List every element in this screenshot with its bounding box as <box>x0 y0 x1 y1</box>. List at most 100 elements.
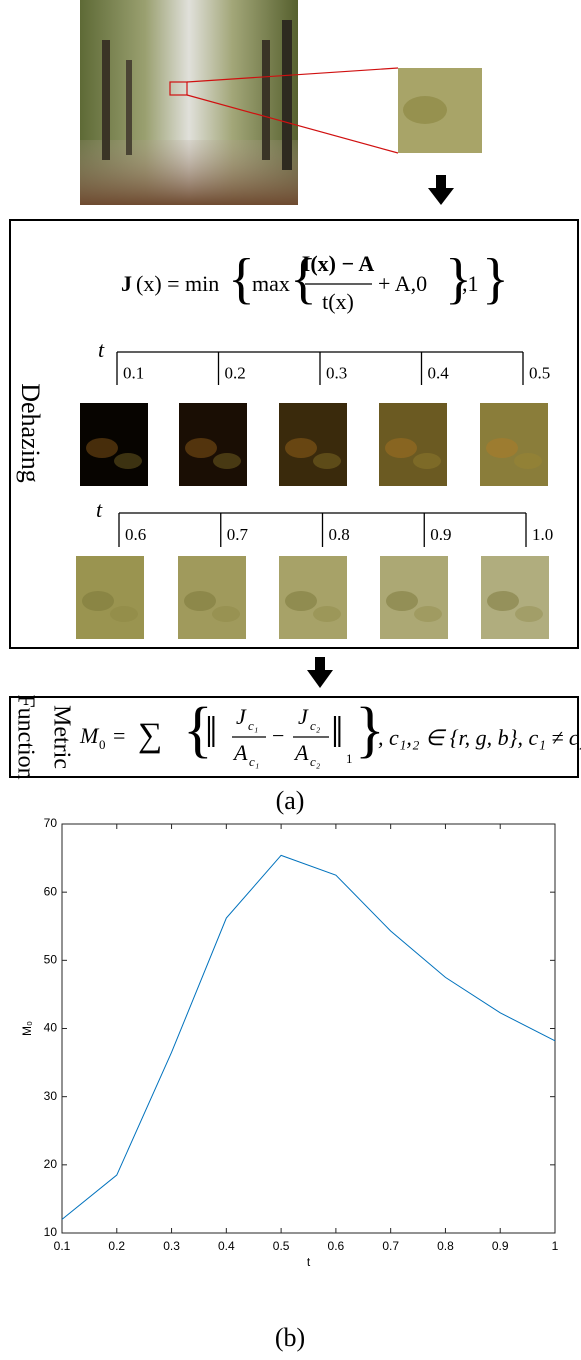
formula-part: c₂ <box>310 718 321 733</box>
thumbnail-texture <box>185 438 217 458</box>
thumbnail-bg <box>279 403 347 486</box>
metric-box <box>9 696 579 778</box>
thumbnail-texture <box>114 453 142 469</box>
t-value: 0.9 <box>430 525 451 544</box>
plot-area <box>61 823 556 1234</box>
thumbnail <box>481 556 549 639</box>
caption: (b) <box>275 1323 305 1352</box>
y-tick-label: 50 <box>44 953 58 967</box>
t-value: 0.4 <box>428 363 450 382</box>
x-tick-label: 0.4 <box>218 1239 235 1253</box>
formula-part: c₂ <box>310 754 321 769</box>
y-axis-label: M₀ <box>20 1021 34 1036</box>
x-tick-label: 1 <box>552 1239 559 1253</box>
thumbnail-texture <box>213 453 241 469</box>
t-value: 0.2 <box>225 363 246 382</box>
formula-part: = <box>113 723 125 748</box>
t-value: 0.6 <box>125 525 146 544</box>
thumbnail-texture <box>514 453 542 469</box>
thumbnail-texture <box>285 438 317 458</box>
thumbnail <box>178 556 246 639</box>
y-tick-label: 70 <box>44 816 58 830</box>
formula-part: 0 <box>99 737 106 752</box>
x-axis-label: t <box>307 1255 311 1269</box>
thumbnail-texture <box>313 606 341 622</box>
metric-formula: M 0 = ∑ { ‖ J c₁ A c₁ − J c₂ A c₂ ‖ 1 } … <box>79 696 581 769</box>
formula-part: { <box>228 248 255 310</box>
thumbnail-texture <box>515 606 543 622</box>
thumbnail-texture <box>487 591 519 611</box>
formula-part: J <box>121 271 132 296</box>
arrow <box>428 175 454 205</box>
dehazing-formula: J (x) = min { max { I(x) − A t(x) + A,0 … <box>121 248 509 314</box>
formula-part: − <box>272 723 284 748</box>
thumbnail-texture <box>413 453 441 469</box>
thumbnail-texture <box>414 606 442 622</box>
x-tick-label: 0.5 <box>273 1239 290 1253</box>
thumbnail-texture <box>386 591 418 611</box>
thumbnail-texture <box>86 438 118 458</box>
t-value: 0.7 <box>227 525 249 544</box>
formula-part: ∑ <box>138 717 162 754</box>
y-tick-label: 20 <box>44 1157 58 1171</box>
t-value: 0.3 <box>326 363 347 382</box>
formula-part: c₁ <box>249 754 259 769</box>
dehazing-label: Dehazing <box>16 383 45 483</box>
metric-label: Function <box>12 694 38 779</box>
formula-part: } <box>445 248 472 310</box>
formula-part: , c₁,₂ ∈ {r, g, b}, c₁ ≠ c₂ <box>378 725 581 750</box>
formula-part: M <box>79 723 100 748</box>
thumbnail-texture <box>212 606 240 622</box>
formula-part: { <box>290 248 317 310</box>
formula-part: 1 <box>346 751 353 766</box>
x-tick-label: 0.2 <box>108 1239 125 1253</box>
t-label: t <box>98 337 105 362</box>
t-value: 0.5 <box>529 363 550 382</box>
thumbnail-bg <box>80 403 148 486</box>
formula-part: ‖ <box>331 708 343 757</box>
data-line <box>61 854 556 1220</box>
formula-part: } <box>355 696 385 764</box>
thumbnail-texture <box>486 438 518 458</box>
x-tick-label: 0.3 <box>163 1239 180 1253</box>
thumbnail-texture <box>184 591 216 611</box>
dehazing-box <box>9 219 579 649</box>
t-value: 1.0 <box>532 525 553 544</box>
thumbnail <box>179 403 247 486</box>
thumbnail <box>380 556 448 639</box>
thumbnail <box>279 556 347 639</box>
formula-part: ‖ <box>205 708 217 757</box>
thumbnail-texture <box>285 591 317 611</box>
thumbnail <box>80 403 148 486</box>
thumbnail <box>480 403 548 486</box>
x-tick-label: 0.9 <box>492 1239 509 1253</box>
thumbnail-texture <box>82 591 114 611</box>
x-tick-label: 0.8 <box>437 1239 454 1253</box>
thumbnail <box>379 403 447 486</box>
t-label: t <box>96 497 103 522</box>
x-tick-label: 0.7 <box>382 1239 399 1253</box>
x-tick-label: 0.1 <box>54 1239 71 1253</box>
y-tick-label: 60 <box>44 884 58 898</box>
formula-part: A <box>293 740 309 765</box>
caption: (a) <box>276 786 305 815</box>
formula-part: I(x) − A <box>302 251 375 276</box>
formula-part: t(x) <box>322 289 354 314</box>
formula-part: J <box>236 704 247 729</box>
formula-part: max <box>252 271 290 296</box>
line-chart: 10 20 30 40 50 60 70 0.1 0.2 0.3 0.4 0.5 0.6 0.7 0.8 0.… <box>20 816 558 1269</box>
formula-part: c₁ <box>248 718 258 733</box>
formula-part: (x) = min <box>136 271 219 296</box>
formula-part: } <box>482 248 509 310</box>
arrow <box>307 657 333 688</box>
thumbnail <box>76 556 144 639</box>
thumbnail-texture <box>385 438 417 458</box>
y-tick-label: 40 <box>44 1021 58 1035</box>
forest-photo <box>80 0 482 205</box>
formula-part: J <box>298 704 309 729</box>
thumbnail-texture <box>313 453 341 469</box>
formula-part: { <box>183 696 213 764</box>
thumbnail-bg <box>179 403 247 486</box>
t-value: 0.8 <box>329 525 350 544</box>
